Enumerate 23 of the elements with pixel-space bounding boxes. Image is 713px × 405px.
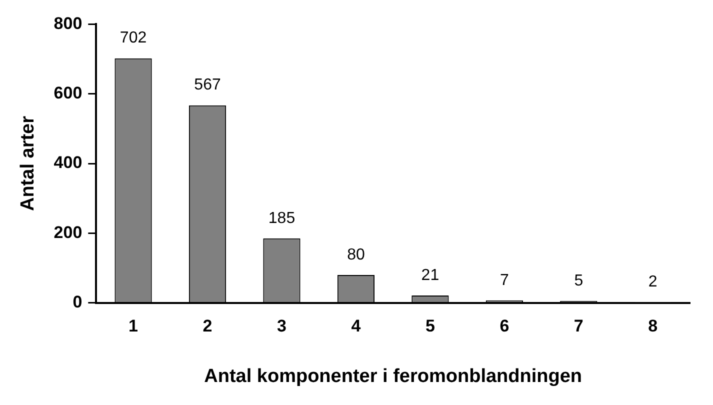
x-tick-label: 4 bbox=[351, 316, 362, 336]
y-axis-title: Antal arter bbox=[18, 115, 39, 212]
data-label: 2 bbox=[648, 274, 658, 291]
x-tick-label: 8 bbox=[648, 316, 658, 336]
data-label: 567 bbox=[194, 76, 221, 94]
x-tick-label: 3 bbox=[277, 316, 286, 336]
y-tick-label: 800 bbox=[54, 14, 82, 33]
data-label: 185 bbox=[268, 210, 296, 227]
x-tick-label: 5 bbox=[425, 316, 435, 336]
y-tick-label: 400 bbox=[54, 153, 82, 172]
x-tick-label: 2 bbox=[202, 316, 212, 336]
x-tick-label: 7 bbox=[574, 316, 584, 336]
y-tick-label: 200 bbox=[54, 222, 82, 242]
data-label: 702 bbox=[120, 30, 147, 47]
x-axis-title: Antal komponenter i feromonblandningen bbox=[204, 366, 582, 387]
data-label: 5 bbox=[574, 272, 584, 290]
x-tick-label: 6 bbox=[500, 316, 510, 336]
data-label: 80 bbox=[347, 246, 365, 264]
data-label: 21 bbox=[421, 266, 440, 284]
data-label: 7 bbox=[500, 272, 509, 289]
y-tick-label: 0 bbox=[72, 292, 82, 312]
y-tick-label: 600 bbox=[54, 84, 82, 103]
x-tick-label: 1 bbox=[128, 316, 138, 336]
